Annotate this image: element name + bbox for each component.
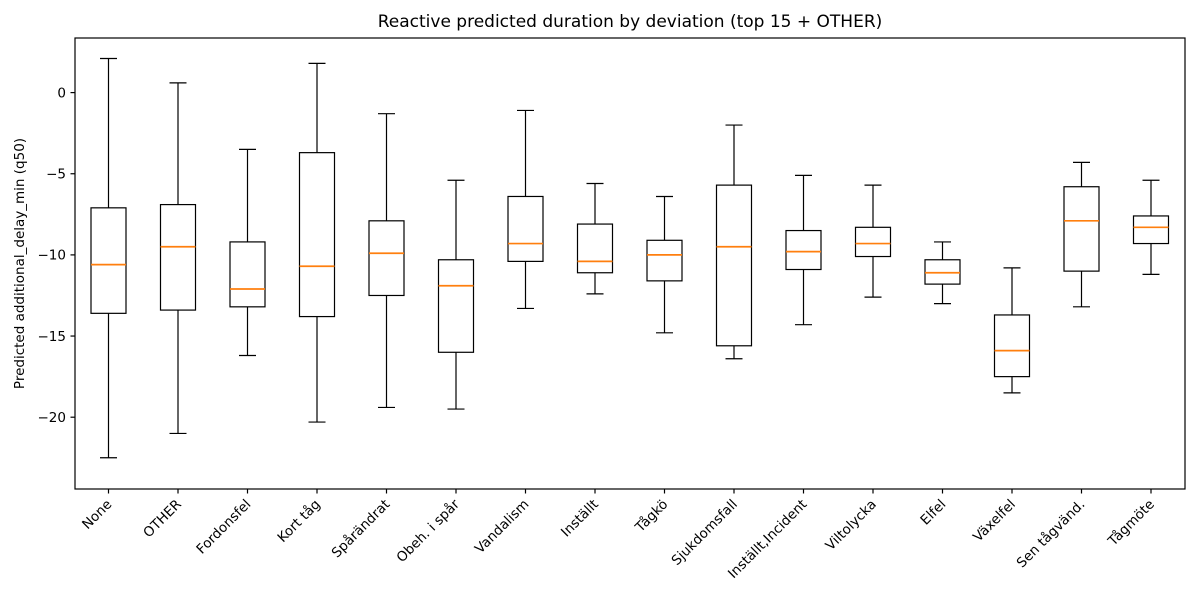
x-tick-label: None: [79, 497, 115, 533]
boxplot-inst-llt-incident: [785, 174, 822, 326]
boxplot-v-xelfel: [993, 267, 1031, 394]
boxplot-obeh-i-sp-r: [437, 179, 475, 410]
boxplot-viltolycka: [854, 184, 892, 298]
y-tick-label: 0: [57, 85, 66, 101]
x-tick-elfel: Elfel: [917, 489, 949, 528]
y-tick--10: −10: [38, 248, 75, 264]
x-tick-label: Tågmöte: [1104, 496, 1158, 550]
iqr-box: [576, 223, 614, 274]
iqr-box: [159, 203, 197, 311]
x-tick-label: Sjukdomsfall: [669, 497, 741, 569]
x-tick-obeh-i-sp-r: Obeh. i spår: [393, 489, 463, 566]
y-tick-label: −20: [38, 410, 67, 426]
iqr-box: [854, 226, 892, 258]
x-tick-label: Vandalism: [472, 497, 532, 557]
x-tick-label: Sen tågvänd.: [1013, 496, 1088, 571]
iqr-box: [785, 229, 822, 271]
x-tick-none: None: [79, 489, 115, 533]
x-tick-label: Spårändrat: [328, 496, 393, 561]
x-tick-sen-t-gv-nd: Sen tågvänd.: [1013, 489, 1088, 571]
y-tick--5: −5: [46, 167, 75, 183]
x-tick-inst-llt-incident: Inställt,Incident: [725, 489, 810, 582]
x-tick-label: OTHER: [140, 497, 185, 542]
x-tick-sp-r-ndrat: Spårändrat: [328, 489, 393, 561]
boxplot-sp-r-ndrat: [368, 113, 405, 409]
boxplot-none: [90, 57, 127, 459]
boxplot-elfel: [924, 241, 961, 305]
boxplot-other: [159, 82, 197, 435]
boxplot-t-gk: [646, 195, 683, 334]
iqr-box: [229, 241, 266, 308]
x-tick-label: Elfel: [917, 497, 949, 529]
x-tick-kort-t-g: Kort tåg: [274, 489, 324, 546]
iqr-box: [507, 195, 544, 262]
y-tick-0: 0: [57, 85, 75, 101]
iqr-box: [1063, 186, 1100, 272]
x-tick-label: Växelfel: [970, 497, 1019, 546]
x-tick-label: Viltolycka: [823, 497, 880, 554]
iqr-box: [437, 259, 475, 353]
iqr-box: [715, 184, 753, 347]
x-tick-label: Kort tåg: [274, 496, 324, 546]
x-tick-label: Obeh. i spår: [393, 495, 463, 565]
x-tick-t-gk: Tågkö: [631, 489, 671, 536]
x-tick-t-gm-te: Tågmöte: [1104, 489, 1158, 550]
x-tick-label: Fordonsfel: [193, 497, 254, 558]
iqr-box: [1132, 215, 1170, 245]
y-tick-label: −5: [46, 167, 66, 183]
iqr-box: [90, 207, 127, 314]
iqr-box: [993, 314, 1031, 378]
y-tick--20: −20: [38, 410, 75, 426]
y-tick-label: −10: [38, 248, 67, 264]
x-tick-other: OTHER: [140, 489, 185, 541]
boxplot-inst-llt: [576, 182, 614, 295]
boxplot-fordonsfel: [229, 148, 266, 357]
x-tick-label: Tågkö: [631, 496, 671, 536]
boxplot-sen-t-gv-nd: [1063, 161, 1100, 308]
iqr-box: [298, 152, 336, 318]
plot-frame: [74, 37, 1186, 490]
iqr-box: [368, 220, 405, 297]
chart-title: Reactive predicted duration by deviation…: [377, 12, 883, 32]
x-tick-fordonsfel: Fordonsfel: [193, 489, 254, 557]
boxplot-kort-t-g: [298, 62, 336, 423]
iqr-box: [646, 239, 683, 282]
boxplot-t-gm-te: [1132, 179, 1170, 275]
x-tick-inst-llt: Inställt: [558, 489, 602, 540]
boxplot-vandalism: [507, 109, 544, 310]
x-tick-label: Inställt: [558, 497, 602, 541]
x-tick-vandalism: Vandalism: [472, 489, 532, 557]
boxplot-sjukdomsfall: [715, 124, 753, 360]
y-tick-label: −15: [38, 329, 67, 345]
x-tick-viltolycka: Viltolycka: [823, 489, 880, 554]
y-tick--15: −15: [38, 329, 75, 345]
x-tick-v-xelfel: Växelfel: [970, 489, 1019, 545]
x-tick-sjukdomsfall: Sjukdomsfall: [669, 489, 741, 569]
